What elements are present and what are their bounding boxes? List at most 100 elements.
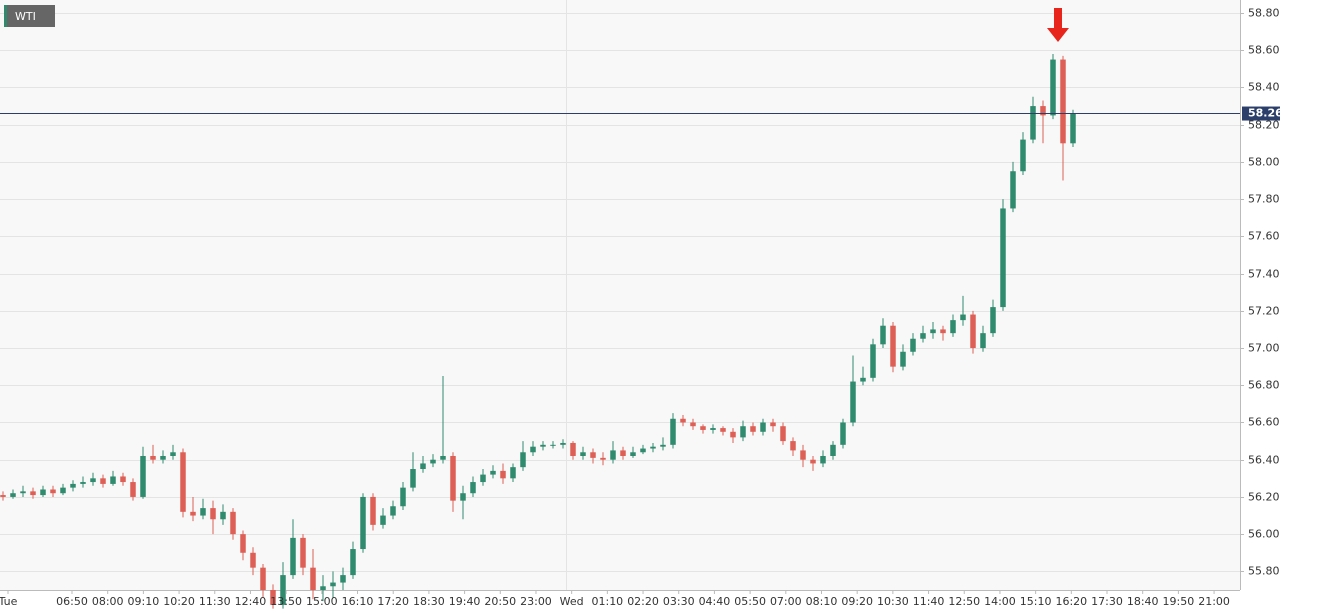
candle-body (830, 444, 836, 456)
candle-body (550, 444, 556, 446)
candle-body (280, 575, 286, 605)
candle-body (260, 567, 266, 590)
candle-body (450, 455, 456, 501)
candle-body (380, 515, 386, 525)
candle-body (250, 552, 256, 568)
candle-body (840, 422, 846, 445)
candle-body (710, 428, 716, 430)
candle-body (460, 493, 466, 501)
x-tick-label: Wed (560, 595, 584, 608)
candle-body (990, 307, 996, 334)
x-tick-label: 18:40 (1127, 595, 1159, 608)
candle-body (630, 452, 636, 456)
candle-body (600, 457, 606, 460)
candle-body (660, 444, 666, 447)
arrow-annotation (1047, 8, 1069, 42)
candle-body (580, 452, 586, 456)
candle-body (1040, 106, 1046, 116)
x-tick-label: 17:20 (377, 595, 409, 608)
candle-body (920, 333, 926, 339)
candle-body (340, 575, 346, 583)
candle-body (720, 428, 726, 432)
candle-body (530, 446, 536, 453)
candle-body (560, 442, 566, 445)
candle-body (320, 586, 326, 590)
candle-body (360, 496, 366, 550)
candle-body (940, 329, 946, 334)
candle-body (690, 422, 696, 427)
candle-body (180, 452, 186, 512)
y-tick-label: 58.40 (1248, 81, 1280, 94)
y-tick-label: 58.60 (1248, 44, 1280, 57)
candle-body (1020, 139, 1026, 172)
candle-body (950, 320, 956, 334)
candle-body (930, 329, 936, 334)
x-tick-label: 07:00 (770, 595, 802, 608)
candle-body (650, 446, 656, 449)
x-tick-label: 10:20 (163, 595, 195, 608)
x-tick-label: 09:10 (128, 595, 160, 608)
x-tick-label: 01:10 (591, 595, 623, 608)
candle-body (120, 476, 126, 483)
candle-body (10, 493, 16, 497)
candle-body (880, 325, 886, 345)
legend-swatch (4, 5, 7, 27)
y-tick-label: 57.60 (1248, 230, 1280, 243)
candle-body (130, 482, 136, 497)
x-tick-label: 14:00 (984, 595, 1016, 608)
labels: 55.80 56.00 56.20 56.40 56.60 56.80 57.00 57.20… (0, 7, 1283, 608)
candle-body (300, 537, 306, 568)
y-tick-label: 56.80 (1248, 379, 1280, 392)
candle-body (0, 495, 6, 497)
candle-body (390, 506, 396, 516)
candle-body (150, 455, 156, 460)
candle-body (540, 444, 546, 447)
x-tick-label: 19:50 (1163, 595, 1195, 608)
candle-body (670, 418, 676, 445)
candle-body (490, 470, 496, 475)
legend-label: WTI (15, 10, 36, 23)
candle-body (330, 582, 336, 587)
candle-body (700, 426, 706, 430)
y-tick-label: 56.20 (1248, 491, 1280, 504)
candle-body (440, 455, 446, 460)
candle-body (420, 463, 426, 470)
candle-body (40, 489, 46, 496)
last-price-label: 58.26 (1248, 107, 1283, 120)
candle-body (870, 344, 876, 378)
candle-body (200, 508, 206, 516)
candle-body (400, 487, 406, 507)
x-tick-label: 11:30 (199, 595, 231, 608)
x-tick-label: 16:10 (342, 595, 374, 608)
candle-body (910, 338, 916, 352)
candle-body (820, 455, 826, 464)
y-tick-label: 57.80 (1248, 193, 1280, 206)
candle-body (1070, 113, 1076, 144)
candle-body (980, 333, 986, 349)
x-tick-label: 15:10 (1020, 595, 1052, 608)
candle-body (20, 491, 26, 494)
candle-body (220, 511, 226, 520)
x-tick-label: 15:00 (306, 595, 338, 608)
candle-body (860, 377, 866, 382)
candle-body (1000, 208, 1006, 308)
candle-body (740, 426, 746, 438)
x-tick-label: 09:20 (841, 595, 873, 608)
x-tick-label: 08:10 (806, 595, 838, 608)
candle-body (510, 467, 516, 479)
candle-body (1060, 59, 1066, 144)
candle-body (500, 470, 506, 479)
candle-body (350, 549, 356, 576)
candle-body (900, 351, 906, 367)
candle-body (960, 314, 966, 321)
x-tick-label: 19:40 (449, 595, 481, 608)
candle-body (270, 590, 276, 605)
candle-body (800, 450, 806, 460)
y-tick-label: 58.20 (1248, 119, 1280, 132)
candles (0, 53, 1076, 609)
candle-body (1050, 59, 1056, 116)
candle-body (60, 487, 66, 494)
candle-body (750, 426, 756, 432)
candle-body (430, 459, 436, 464)
